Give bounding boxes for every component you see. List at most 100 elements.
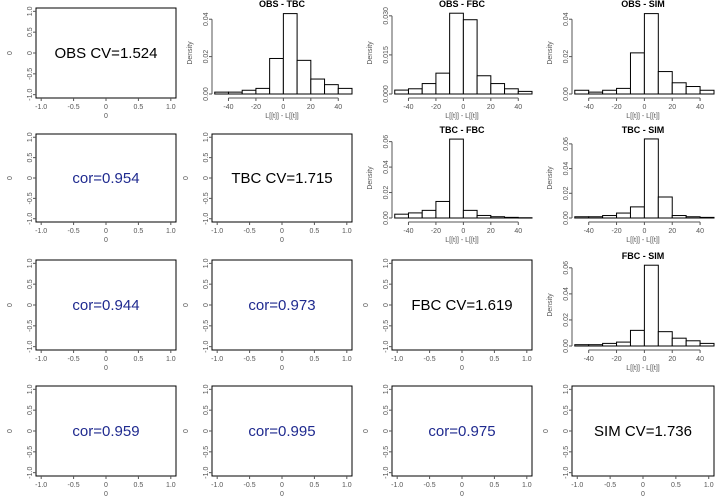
y-tick-label: -0.5	[383, 446, 390, 458]
x-tick-label: 40	[514, 104, 522, 111]
y-axis-label: 0	[183, 429, 190, 433]
y-axis-label: 0	[7, 429, 14, 433]
correlation-label: cor=0.959	[72, 423, 139, 440]
y-tick-label: -1.0	[203, 213, 210, 225]
y-tick-label: 0.00	[383, 211, 390, 225]
histogram-bar	[699, 216, 715, 219]
x-tick-label: 1.0	[166, 104, 176, 111]
histogram-bar	[476, 75, 492, 95]
y-axis-label: 0	[7, 51, 14, 55]
x-axis-label: 0	[280, 365, 284, 372]
x-tick-label: -0.5	[244, 356, 256, 363]
x-tick-label: 20	[487, 228, 495, 235]
x-tick-label: 0.5	[134, 104, 144, 111]
y-axis-label: Density	[547, 41, 554, 65]
text-panel: -1.0-1.0 -0.5 -0.5 0 0 0.5 0.5 1.0 1.0 0 0 cor=0.95…	[7, 384, 177, 498]
y-tick-label: 0.02	[203, 50, 210, 64]
y-axis-label: Density	[547, 293, 554, 317]
histogram-bar	[255, 87, 271, 95]
y-tick-label: 0.000	[383, 85, 390, 103]
x-tick-label: -1.0	[211, 356, 223, 363]
x-tick-label: -40	[403, 228, 413, 235]
y-tick-label: 0.04	[563, 162, 570, 176]
x-tick-label: -20	[611, 356, 621, 363]
histogram-title: FBC - SIM	[622, 251, 665, 261]
y-axis-label: Density	[367, 41, 374, 65]
y-tick-label: 0	[27, 176, 34, 180]
x-tick-label: 1.0	[342, 228, 352, 235]
histogram-bar	[476, 214, 492, 219]
correlation-label: cor=0.973	[248, 297, 315, 314]
y-tick-label: 0	[203, 303, 210, 307]
x-tick-label: 40	[696, 228, 704, 235]
y-tick-label: 0.06	[563, 261, 570, 275]
histogram-bar	[214, 91, 229, 95]
panel-frame	[35, 133, 177, 223]
y-tick-label: -0.5	[27, 68, 34, 80]
y-tick-label: 0.04	[203, 12, 210, 26]
y-tick-label: -0.5	[27, 192, 34, 204]
y-tick-label: 0	[27, 429, 34, 433]
text-panel: -1.0-1.0 -0.5 -0.5 0 0 0.5 0.5 1.0 1.0 0 0 cor=0.97…	[183, 258, 353, 372]
x-tick-label: -20	[611, 104, 621, 111]
text-panel: -1.0-1.0 -0.5 -0.5 0 0 0.5 0.5 1.0 1.0 0 0 cor=0.99…	[183, 384, 353, 498]
x-tick-label: 40	[514, 228, 522, 235]
histogram-bar	[602, 215, 618, 219]
x-tick-label: 1.0	[522, 482, 532, 489]
y-tick-label: 0.02	[383, 186, 390, 200]
x-tick-label: -0.5	[604, 482, 616, 489]
y-tick-label: 0	[27, 51, 34, 55]
y-tick-label: -1.0	[203, 341, 210, 353]
y-tick-label: 0.030	[383, 7, 390, 25]
histogram-bar	[602, 342, 618, 347]
x-tick-label: 0.5	[671, 482, 681, 489]
histogram-bar	[574, 89, 590, 95]
x-tick-label: 40	[334, 104, 342, 111]
histogram-title: OBS - FBC	[439, 0, 485, 9]
x-tick-label: 0	[642, 104, 646, 111]
x-axis-label: 0	[460, 365, 464, 372]
histogram-bar	[643, 138, 659, 219]
x-tick-label: -0.5	[68, 228, 80, 235]
y-tick-label: 1.0	[203, 384, 210, 394]
correlation-label: cor=0.995	[248, 423, 315, 440]
x-axis-label: 0	[280, 491, 284, 498]
histogram-panel: TBC - FBC -40 -20 0 20 40 0.00 0.02 0.04 0.06 L[[t…	[367, 125, 533, 244]
histogram-bar	[310, 78, 326, 95]
y-tick-label: 1.0	[27, 258, 34, 268]
x-axis-label: 0	[104, 491, 108, 498]
histogram-bar	[449, 138, 464, 219]
text-panel: -1.0-1.0 -0.5 -0.5 0 0 0.5 0.5 1.0 1.0 0 0 OBS CV=1…	[7, 6, 177, 120]
x-tick-label: -1.0	[35, 228, 47, 235]
x-tick-label: -0.5	[244, 482, 256, 489]
histogram-title: TBC - SIM	[622, 125, 665, 135]
x-tick-label: 20	[668, 356, 676, 363]
y-tick-label: -0.5	[27, 320, 34, 332]
x-axis-label: L[[t]] - L[[t]]	[265, 113, 299, 120]
y-tick-label: 1.0	[563, 384, 570, 394]
y-axis-label: 0	[183, 303, 190, 307]
x-tick-label: 1.0	[522, 356, 532, 363]
x-tick-label: 1.0	[166, 356, 176, 363]
x-tick-label: -20	[611, 228, 621, 235]
correlation-label: cor=0.975	[428, 423, 495, 440]
histogram-bar	[616, 341, 631, 347]
x-axis-label: 0	[641, 491, 645, 498]
x-tick-label: 1.0	[166, 228, 176, 235]
histogram-bar	[421, 83, 437, 95]
y-tick-label: 1.0	[383, 384, 390, 394]
text-panel: -1.0-1.0 -0.5 -0.5 0 0 0.5 0.5 1.0 1.0 0 0 cor=0.97…	[363, 384, 533, 498]
panel-frame	[211, 259, 353, 351]
x-tick-label: 0	[104, 482, 108, 489]
panel-frame	[35, 259, 177, 351]
histogram-bar	[574, 216, 590, 219]
x-tick-label: 0.5	[134, 482, 144, 489]
histogram-bar	[421, 209, 437, 219]
y-tick-label: -0.5	[203, 320, 210, 332]
x-tick-label: -20	[431, 228, 441, 235]
histogram-title: TBC - FBC	[440, 125, 485, 135]
y-tick-label: -0.5	[383, 320, 390, 332]
histogram-bar	[227, 91, 243, 95]
x-tick-label: 20	[668, 104, 676, 111]
y-tick-label: -0.5	[203, 192, 210, 204]
